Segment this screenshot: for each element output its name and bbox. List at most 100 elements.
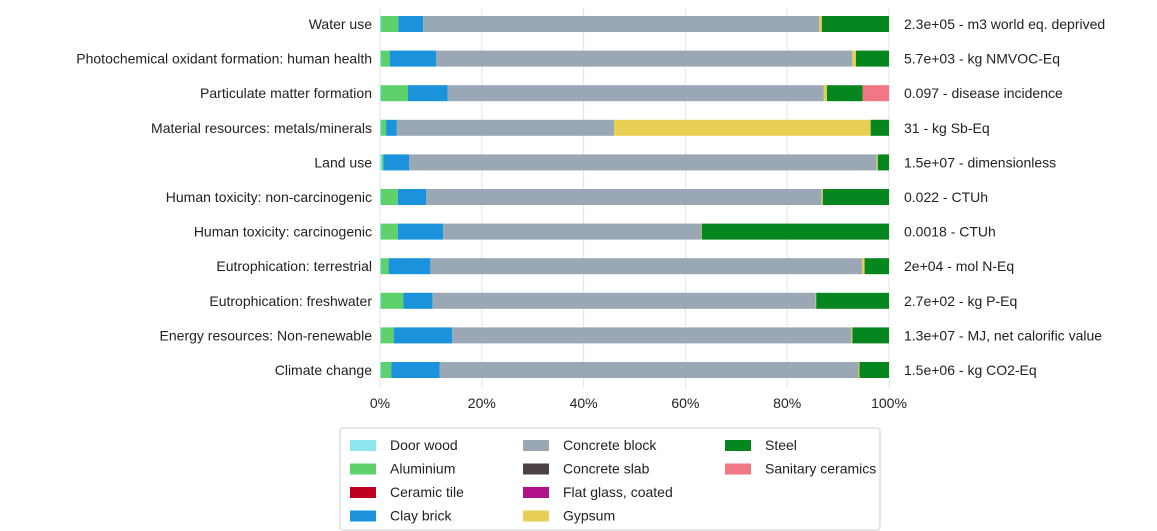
bar-segment [380, 85, 382, 102]
category-label: Human toxicity: carcinogenic [194, 224, 372, 240]
total-label: 31 - kg Sb-Eq [904, 120, 990, 136]
bars [380, 16, 889, 378]
bar-segment [407, 85, 448, 102]
bar-segment [389, 50, 436, 67]
total-label: 0.097 - disease incidence [904, 85, 1063, 101]
bar-segment [447, 85, 824, 102]
bar-segment [381, 362, 392, 378]
bar-segment [403, 292, 433, 309]
total-labels: 2.3e+05 - m3 world eq. deprived 5.7e+03 -… [904, 16, 1105, 378]
bar-segment [381, 258, 389, 275]
category-labels: Water use Photochemical oxidant formation… [76, 16, 372, 378]
legend-swatch [523, 463, 549, 475]
bar-segment [380, 327, 382, 344]
bar-segment [877, 154, 889, 171]
bar-segment [393, 327, 453, 344]
bar-segment [380, 50, 382, 67]
legend-swatch [350, 510, 376, 522]
bar-segment [381, 50, 390, 67]
bar-segment [409, 154, 877, 171]
category-label: Eutrophication: terrestrial [216, 258, 372, 274]
bar-segment [383, 154, 410, 171]
legend-swatch [725, 463, 751, 475]
category-label: Eutrophication: freshwater [209, 293, 372, 309]
bar-segment [821, 16, 889, 32]
x-tick-label: 20% [468, 395, 496, 411]
legend-swatch [523, 510, 549, 522]
bar-segment [381, 327, 394, 344]
x-tick-label: 80% [773, 395, 801, 411]
bar-segment [380, 292, 382, 309]
bar-segment [826, 85, 863, 102]
legend-label: Gypsum [563, 508, 615, 524]
category-label: Climate change [275, 362, 372, 378]
bar-segment [391, 362, 440, 378]
bar-segment [870, 119, 889, 136]
legend: Door wood Aluminium Ceramic tile Clay brick… [339, 427, 881, 531]
total-label: 5.7e+03 - kg NMVOC-Eq [904, 51, 1060, 67]
bar-segment [430, 258, 863, 275]
category-label: Material resources: metals/minerals [151, 120, 372, 136]
bar-segment [381, 119, 387, 136]
bar-segment [862, 85, 889, 102]
bar-segment [388, 258, 431, 275]
x-tick-label: 40% [570, 395, 598, 411]
bar-segment [397, 223, 444, 240]
bar-segment [432, 292, 816, 309]
legend-label: Sanitary ceramics [765, 461, 876, 477]
legend-label: Clay brick [390, 508, 452, 524]
bar-segment [380, 258, 382, 275]
category-label: Human toxicity: non-carcinogenic [166, 189, 372, 205]
bar-segment [614, 119, 871, 136]
bar-segment [398, 16, 424, 32]
legend-label: Steel [765, 437, 797, 453]
bar-segment [701, 223, 702, 240]
bar-segment [819, 16, 822, 32]
category-label: Land use [314, 154, 372, 170]
bar-segment [852, 50, 856, 67]
bar-segment [815, 292, 817, 309]
total-label: 1.3e+07 - MJ, net calorific value [904, 327, 1102, 343]
legend-label: Concrete block [563, 437, 657, 453]
bar-segment [876, 154, 878, 171]
bar-segment [858, 362, 860, 378]
bar-segment [380, 362, 382, 378]
legend-label: Concrete slab [563, 461, 650, 477]
bar-segment [435, 50, 853, 67]
bar-segment [816, 292, 889, 309]
bar-segment [855, 50, 889, 67]
x-tick-label: 0% [370, 395, 390, 411]
bar-segment [381, 16, 399, 32]
total-label: 0.0018 - CTUh [904, 224, 996, 240]
total-label: 1.5e+06 - kg CO2-Eq [904, 362, 1037, 378]
x-axis-ticks: 0% 20% 40% 60% 80% 100% [370, 395, 907, 411]
category-label: Energy resources: Non-renewable [160, 327, 373, 343]
bar-segment [821, 189, 823, 205]
bar-segment [701, 223, 889, 240]
x-tick-label: 100% [871, 395, 907, 411]
category-label: Water use [309, 16, 372, 32]
bar-segment [381, 223, 398, 240]
bar-segment [862, 258, 865, 275]
bar-segment [423, 16, 820, 32]
legend-box [339, 427, 881, 531]
total-label: 0.022 - CTUh [904, 189, 988, 205]
bar-segment [851, 327, 853, 344]
bar-segment [822, 189, 889, 205]
bar-segment [443, 223, 702, 240]
bar-segment [452, 327, 852, 344]
bar-segment [380, 16, 382, 32]
bar-segment [852, 327, 889, 344]
legend-label: Door wood [390, 437, 458, 453]
bar-segment [380, 189, 382, 205]
total-label: 2.3e+05 - m3 world eq. deprived [904, 16, 1105, 32]
category-label: Particulate matter formation [200, 85, 372, 101]
legend-swatch [350, 463, 376, 475]
bar-segment [823, 85, 827, 102]
total-label: 1.5e+07 - dimensionless [904, 154, 1056, 170]
legend-swatch [725, 440, 751, 451]
bar-segment [859, 362, 889, 378]
bar-segment [380, 119, 382, 136]
legend-swatch [350, 440, 376, 451]
bar-segment [382, 154, 384, 171]
